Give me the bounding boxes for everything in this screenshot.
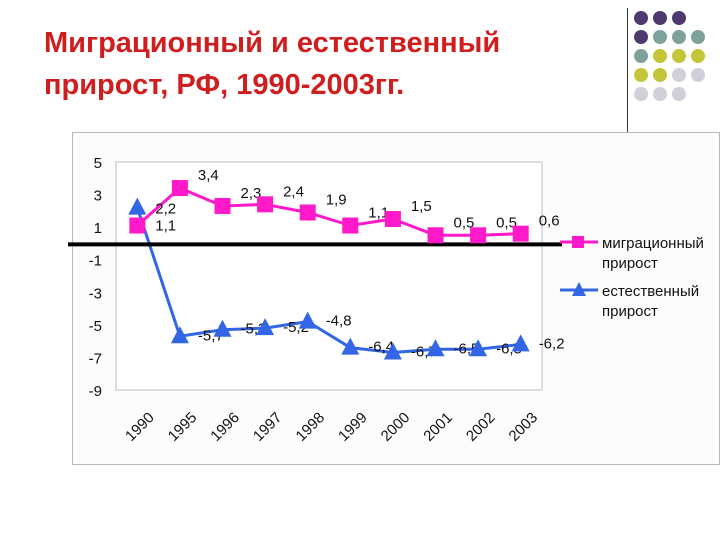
x-tick-label: 1995 — [165, 409, 201, 445]
data-point — [512, 225, 529, 242]
data-label: 1,9 — [326, 191, 347, 208]
decorative-dot — [672, 68, 686, 82]
y-tick-label: -5 — [89, 318, 102, 335]
legend-label: прирост — [602, 303, 658, 320]
decorative-dot — [634, 87, 648, 101]
legend-label: прирост — [602, 255, 658, 272]
slide-title-line-1: Миграционный и естественный — [44, 27, 501, 59]
decorative-dot — [691, 30, 705, 44]
data-label: 2,2 — [155, 201, 176, 218]
data-label: -4,8 — [326, 313, 352, 330]
data-label: 1,5 — [411, 198, 432, 215]
decorative-dot — [672, 11, 686, 25]
decorative-dot — [653, 30, 667, 44]
data-point — [257, 196, 274, 213]
legend-marker — [572, 236, 584, 248]
data-point — [214, 197, 231, 214]
y-tick-label: -9 — [89, 383, 102, 400]
data-point — [341, 337, 360, 355]
decorative-divider — [627, 8, 628, 134]
y-tick-label: -3 — [89, 285, 102, 302]
data-point — [469, 339, 488, 357]
decorative-dot — [691, 68, 705, 82]
data-point — [511, 334, 530, 352]
series-line — [136, 186, 521, 237]
x-tick-label: 2001 — [420, 409, 456, 445]
data-point — [299, 204, 316, 221]
data-label: -6,4 — [368, 339, 394, 356]
y-tick-label: -7 — [89, 350, 102, 367]
x-tick-label: 2000 — [378, 409, 414, 445]
decorative-dot — [691, 49, 705, 63]
data-point — [213, 319, 232, 337]
legend-marker — [572, 282, 586, 296]
y-tick-label: 5 — [94, 155, 102, 172]
decorative-dot — [653, 68, 667, 82]
data-point — [383, 342, 402, 360]
decorative-dot — [672, 87, 686, 101]
decorative-dot — [634, 11, 648, 25]
x-tick-label: 1997 — [250, 409, 286, 445]
series-line — [135, 207, 521, 355]
slide-title: Миграционный и естественный прирост, РФ,… — [44, 22, 614, 106]
plot-area — [115, 161, 543, 391]
data-point — [342, 217, 359, 234]
x-tick-label: 1998 — [293, 409, 329, 445]
data-label: 1,1 — [155, 218, 176, 235]
data-point — [171, 180, 188, 197]
decorative-dot — [672, 30, 686, 44]
decorative-dot — [634, 30, 648, 44]
data-label: 3,4 — [198, 167, 219, 184]
data-point — [129, 217, 146, 234]
data-point — [256, 318, 275, 336]
decorative-dot — [653, 49, 667, 63]
data-label: 2,3 — [241, 185, 262, 202]
data-point — [470, 227, 487, 244]
data-label: 1,1 — [368, 205, 389, 222]
data-point — [298, 311, 317, 329]
x-tick-label: 1990 — [122, 409, 158, 445]
decorative-dot — [653, 87, 667, 101]
data-point — [170, 326, 189, 344]
data-label: -6,2 — [539, 335, 565, 352]
y-tick-label: 3 — [94, 188, 102, 205]
data-label: 2,4 — [283, 183, 304, 200]
x-tick-label: 1999 — [335, 409, 371, 445]
x-tick-label: 1996 — [207, 409, 243, 445]
x-tick-label: 2002 — [463, 409, 499, 445]
y-tick-label: 1 — [94, 220, 102, 237]
data-point — [128, 197, 147, 215]
decorative-dot — [672, 49, 686, 63]
x-tick-label: 2003 — [506, 409, 542, 445]
data-label: -6,7 — [411, 344, 437, 361]
decorative-dot — [634, 68, 648, 82]
legend-label: миграционный — [602, 235, 704, 252]
y-tick-label: -1 — [89, 253, 102, 270]
data-label: 0,5 — [496, 214, 517, 231]
decorative-dot — [653, 11, 667, 25]
data-label: 0,5 — [454, 214, 475, 231]
data-point — [426, 339, 445, 357]
decorative-dot — [634, 49, 648, 63]
slide-title-line-2: прирост, РФ, 1990-2003гг. — [44, 69, 405, 101]
decorative-dot-grid — [634, 11, 705, 101]
data-label: 0,6 — [539, 213, 560, 230]
legend-label: естественный — [602, 283, 699, 300]
data-point — [384, 211, 401, 227]
data-point — [427, 227, 444, 244]
